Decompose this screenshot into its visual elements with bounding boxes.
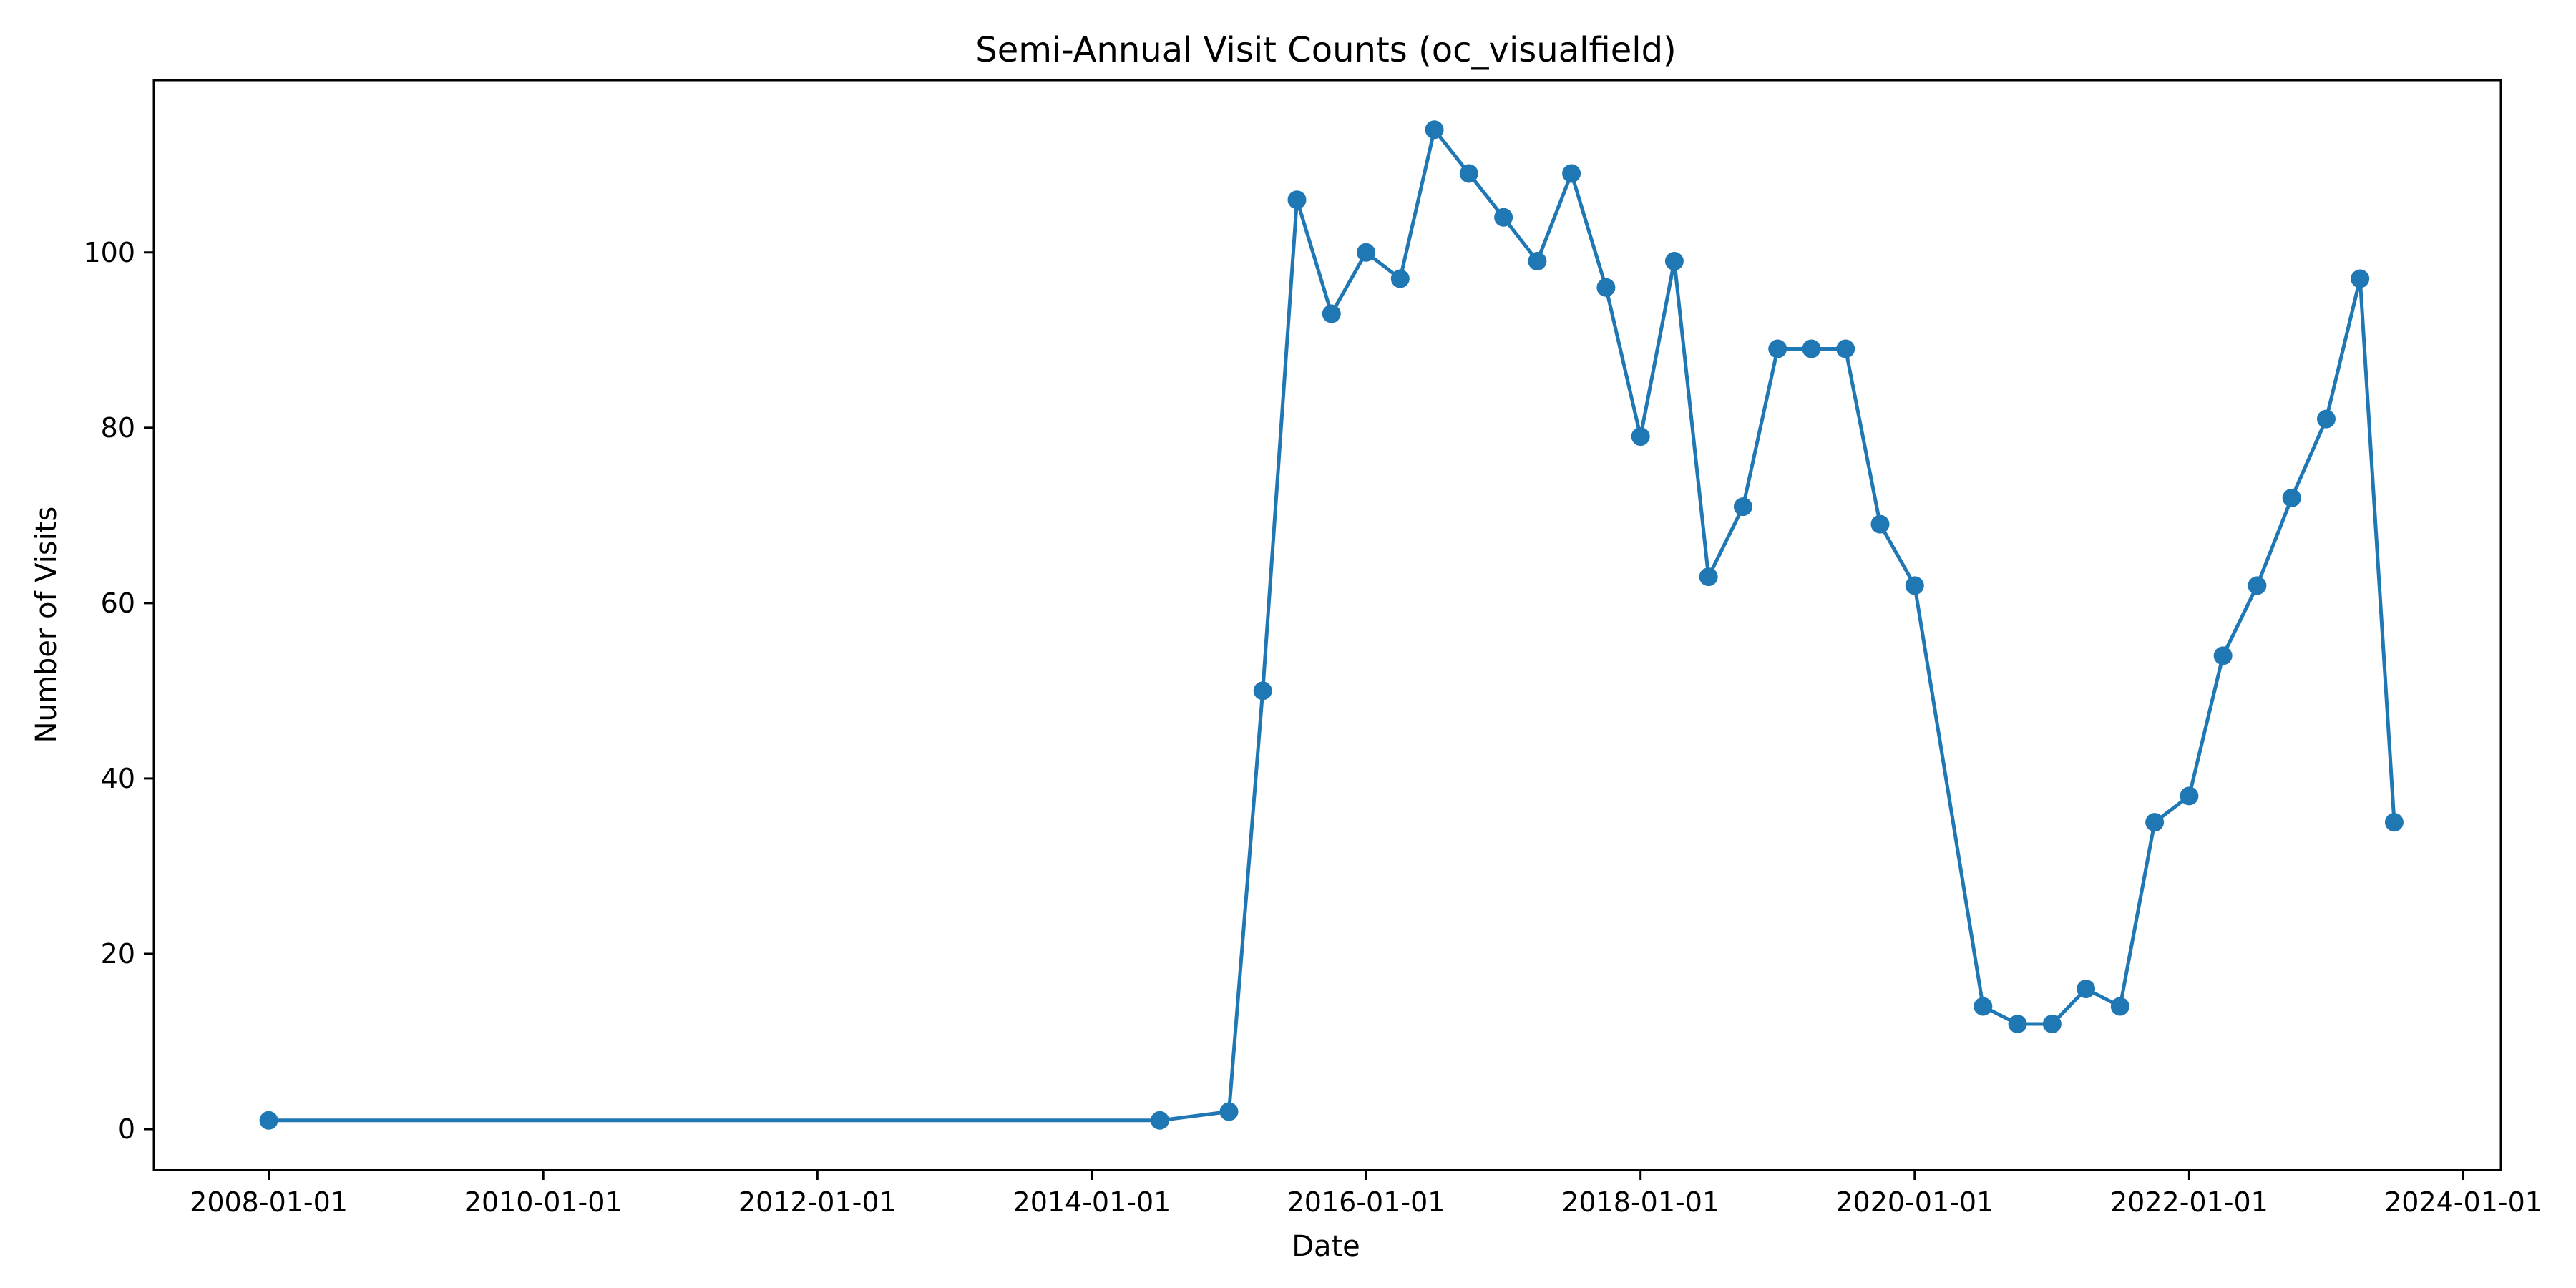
data-point (1390, 269, 1410, 288)
data-point (1287, 190, 1307, 210)
y-tick-label: 40 (101, 763, 135, 794)
data-point (1870, 514, 1890, 534)
data-point (2180, 786, 2199, 806)
data-point (1219, 1102, 1239, 1121)
data-point (2384, 813, 2404, 832)
data-point (1974, 997, 1993, 1016)
data-point (1699, 567, 1718, 587)
data-point (1562, 164, 1581, 183)
y-axis-label: Number of Visits (30, 507, 63, 743)
data-point (2145, 813, 2165, 832)
series-line (268, 127, 2396, 1123)
y-tick-label: 60 (101, 587, 135, 619)
data-point (1357, 243, 1376, 262)
y-tick-label: 100 (83, 237, 135, 268)
data-point (1596, 278, 1616, 297)
data-point (2042, 1014, 2062, 1033)
x-tick-label: 2010-01-01 (464, 1186, 623, 1218)
x-tick-label: 2024-01-01 (2384, 1186, 2542, 1218)
series-layer (259, 120, 2404, 1130)
data-point (259, 1111, 278, 1130)
data-point (1836, 339, 1855, 358)
data-point (2077, 979, 2096, 998)
x-axis-label: Date (1292, 1230, 1360, 1263)
y-tick-label: 80 (101, 412, 135, 444)
data-point (2110, 997, 2129, 1016)
data-point (2316, 409, 2336, 429)
chart-title: Semi-Annual Visit Counts (oc_visualfield… (975, 30, 1677, 70)
data-point (2351, 269, 2370, 288)
data-point (1459, 164, 1478, 183)
y-tick-label: 0 (118, 1113, 135, 1145)
x-tick-label: 2014-01-01 (1013, 1186, 1171, 1218)
plot-frame (152, 79, 2502, 1171)
x-tick-label: 2020-01-01 (1835, 1186, 1994, 1218)
data-point (1802, 339, 1821, 358)
data-point (2008, 1014, 2027, 1033)
data-point (1664, 252, 1684, 271)
x-tick-label: 2016-01-01 (1287, 1186, 1445, 1218)
data-point (2213, 646, 2233, 665)
data-point (1905, 576, 1924, 595)
data-point (1528, 252, 1547, 271)
x-axis: 2008-01-01 2010-01-01 2012-01-01 2014-01-01… (190, 1170, 2542, 1218)
data-point (1425, 120, 1444, 140)
y-tick-label: 20 (101, 938, 135, 970)
data-point (2248, 576, 2267, 595)
data-point (1768, 339, 1787, 358)
data-point (1322, 304, 1341, 323)
data-point (1733, 497, 1752, 517)
x-tick-label: 2018-01-01 (1561, 1186, 1719, 1218)
data-point (2282, 488, 2301, 507)
data-point (1631, 427, 1650, 447)
data-point (1253, 681, 1272, 701)
x-tick-label: 2008-01-01 (190, 1186, 348, 1218)
x-tick-label: 2012-01-01 (738, 1186, 897, 1218)
x-tick-label: 2022-01-01 (2110, 1186, 2268, 1218)
y-axis: 0 20 40 60 80 100 (83, 237, 154, 1145)
data-point (1494, 208, 1513, 227)
data-point (1150, 1111, 1169, 1130)
